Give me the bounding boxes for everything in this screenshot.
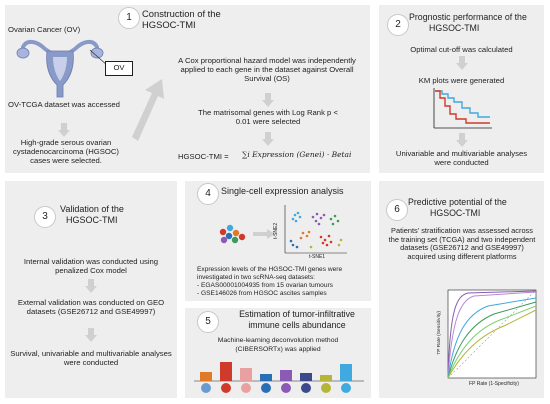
ov-tag: OV xyxy=(113,63,125,72)
step-number-3: 3 xyxy=(34,206,56,228)
step-number-1: 1 xyxy=(118,7,140,29)
scrna-dataset-2: - GSE146026 from HGSOC ascites samples xyxy=(197,290,327,297)
roc-y-label: TP Rate (Sensitivity) xyxy=(437,311,443,355)
step-number-2: 2 xyxy=(387,14,409,36)
roc-plot xyxy=(447,289,537,379)
immune-cells-bar-icon xyxy=(194,362,364,393)
cell-cluster-icon xyxy=(219,224,246,244)
selection-text: High-grade serous ovarian cystadenocarci… xyxy=(13,138,119,166)
arrow-down-3a xyxy=(85,279,97,293)
step-number-4: 4 xyxy=(197,183,219,205)
tsne1-label: t-SNE1 xyxy=(308,254,326,260)
panel5-title-line1: Estimation of tumor-infiltrative xyxy=(239,309,355,319)
external-validation-text: External validation was conducted on GEO… xyxy=(17,298,165,317)
cox-text: A Cox proportional hazard model was inde… xyxy=(178,56,356,84)
stratification-text: Patients' stratification was assessed ac… xyxy=(388,226,536,262)
uterus-illustration xyxy=(16,40,104,98)
scrna-intro: Expression levels of the HGSOC-TMI genes… xyxy=(197,266,343,281)
arrow-down-1a xyxy=(58,123,70,137)
analyses-text: Univariable and multivariable analyses w… xyxy=(395,149,528,168)
roc-x-label: FP Rate (1-Specificity) xyxy=(469,381,519,387)
organ-label: Ovarian Cancer (OV) xyxy=(8,25,81,34)
cutoff-text: Optimal cut-off was calculated xyxy=(410,45,513,54)
formula-lhs: HGSOC-TMI = xyxy=(178,152,229,161)
arrow-right-4 xyxy=(253,229,275,239)
arrow-down-3b xyxy=(85,328,97,342)
panel4-title: Single-cell expression analysis xyxy=(221,186,344,196)
arrow-down-2a xyxy=(456,56,468,70)
panel2-title-line1: Prognostic performance of the xyxy=(409,12,527,22)
step-number-6: 6 xyxy=(386,199,408,221)
panel6-title-line2: HGSOC-TMI xyxy=(430,208,481,218)
panel3-title-line2: HGSOC-TMI xyxy=(66,215,118,225)
panel5-title-line2: immune cells abundance xyxy=(248,320,346,330)
formula-rhs: ∑i Expression (Genei) · Betai xyxy=(242,150,352,159)
panel1-title-line2: HGSOC-TMI xyxy=(142,19,196,30)
panel2-title-line2: HGSOC-TMI xyxy=(429,23,480,33)
panel1-title-line1: Construction of the xyxy=(142,8,221,19)
arrow-down-1b xyxy=(262,93,274,107)
panel-construction xyxy=(5,5,370,173)
km-text: KM plots were generated xyxy=(418,76,505,85)
panel3-title-line1: Validation of the xyxy=(60,204,124,214)
tsne-plot xyxy=(284,205,347,254)
method-line2: (CIBERSORTx) was applied xyxy=(235,346,321,353)
method-line1: Machine-learning deconvolution method xyxy=(217,337,339,344)
km-plot xyxy=(433,88,492,129)
internal-validation-text: Internal validation was conducted using … xyxy=(23,257,159,276)
step-number-5: 5 xyxy=(197,311,219,333)
arrow-diagonal xyxy=(132,79,164,141)
scrna-dataset-1: - EGAS00001004935 from 15 ovarian tumour… xyxy=(197,282,333,289)
ov-tag-box xyxy=(105,61,133,76)
dataset-text: OV-TCGA dataset was accessed xyxy=(8,100,120,109)
arrow-down-2b xyxy=(456,133,468,147)
tsne2-label: t-SNE2 xyxy=(273,222,280,240)
matrisomal-text: The matrisomal genes with Log Rank p < 0… xyxy=(198,108,338,127)
arrow-down-1c xyxy=(262,132,274,146)
survival-analyses-text: Survival, univariable and multivariable … xyxy=(10,349,172,368)
panel6-title-line1: Predictive potential of the xyxy=(408,197,507,207)
